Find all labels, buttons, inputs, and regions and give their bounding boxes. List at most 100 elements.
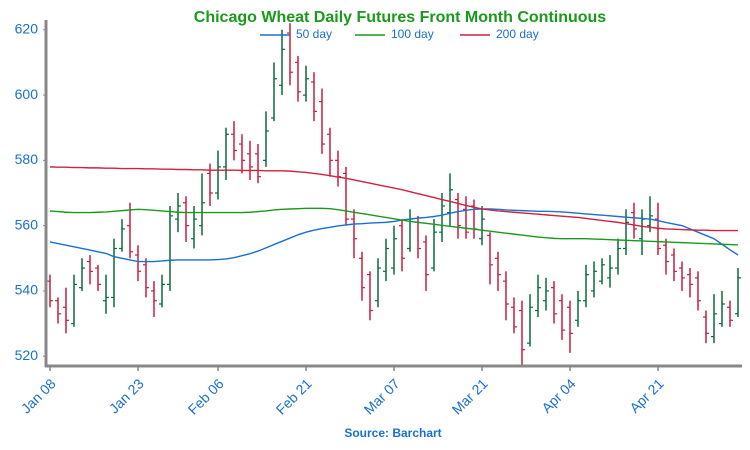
ohlc-bar	[87, 255, 93, 285]
ma-line	[49, 207, 739, 246]
y-tick-label: 520	[15, 347, 39, 363]
ohlc-bar	[223, 127, 229, 180]
ohlc-bar	[687, 268, 693, 298]
ohlc-bar	[575, 290, 581, 327]
ohlc-bar	[431, 219, 437, 272]
x-tick-label: Apr 04	[538, 375, 579, 416]
ohlc-bar	[79, 258, 85, 291]
legend-label: 200 day	[496, 27, 539, 41]
ohlc-bar	[271, 62, 277, 122]
ohlc-bar	[727, 300, 733, 327]
ma-line	[49, 208, 739, 263]
ohlc-bar	[111, 238, 117, 308]
y-tick-label: 600	[15, 86, 39, 102]
legend-item: 200 day	[460, 27, 539, 41]
ohlc-bar	[119, 219, 125, 252]
ohlc-bar	[639, 209, 645, 256]
ohlc-bar	[167, 206, 173, 291]
ohlc-bar	[319, 88, 325, 154]
ohlc-bar	[287, 23, 293, 86]
ohlc-bar	[615, 238, 621, 275]
legend-item: 50 day	[260, 27, 332, 41]
ohlc-bar	[487, 232, 493, 285]
ohlc-bar	[463, 196, 469, 239]
ohlc-bar	[495, 251, 501, 291]
ohlc-bar	[527, 294, 533, 347]
y-tick-label: 620	[15, 20, 39, 36]
x-tick-label: Feb 21	[273, 375, 315, 417]
y-tick-label: 540	[15, 282, 39, 298]
ohlc-bar	[159, 274, 165, 308]
x-tick-label: Jan 08	[18, 375, 59, 416]
ohlc-bar	[599, 258, 605, 285]
ohlc-bar	[607, 255, 613, 288]
ohlc-bar	[231, 121, 237, 161]
ohlc-bar	[63, 287, 69, 334]
ohlc-bar	[511, 297, 517, 334]
ohlc-bar	[623, 209, 629, 256]
ohlc-bar	[71, 274, 77, 327]
x-tick-label: Feb 06	[185, 375, 227, 417]
ohlc-bar	[567, 300, 573, 353]
source-note: Source: Barchart	[344, 426, 441, 440]
ohlc-bar	[143, 258, 149, 298]
legend-label: 50 day	[296, 27, 332, 41]
ohlc-bar	[215, 150, 221, 200]
ohlc-bar	[55, 297, 61, 324]
ohlc-bar	[679, 261, 685, 291]
ohlc-bar	[391, 225, 397, 275]
ohlc-bar	[247, 140, 253, 180]
ohlc-bar	[239, 134, 245, 174]
ohlc-bar	[263, 111, 269, 167]
ohlc-bar	[303, 65, 309, 102]
ohlc-bar	[647, 196, 653, 233]
ohlc-bar	[135, 245, 141, 282]
ma-line	[49, 166, 738, 232]
ohlc-bar	[127, 202, 133, 259]
x-tick-label: Mar 21	[449, 375, 491, 417]
ohlc-bar	[631, 202, 637, 239]
ohlc-bar	[663, 238, 669, 275]
ohlc-bar	[423, 235, 429, 291]
ohlc-bar	[359, 251, 365, 301]
ohlc-bar	[671, 248, 677, 282]
ohlc-bar	[343, 166, 349, 226]
ohlc-bar	[311, 72, 317, 122]
ohlc-bar	[543, 277, 549, 311]
ohlc-bar	[447, 173, 453, 226]
legend-item: 100 day	[355, 27, 434, 41]
ohlc-bar	[383, 238, 389, 282]
ohlc-bar	[199, 173, 205, 236]
ohlc-bar	[183, 196, 189, 242]
ohlc-bar	[695, 271, 701, 311]
ohlc-bar	[719, 290, 725, 327]
ohlc-bar	[471, 199, 477, 239]
chart-title: Chicago Wheat Daily Futures Front Month …	[194, 9, 607, 26]
ohlc-bar	[367, 271, 373, 321]
ohlc-bar	[583, 264, 589, 308]
ohlc-bar	[455, 193, 461, 239]
ohlc-bar	[47, 274, 53, 308]
ohlc-bar	[735, 268, 741, 318]
legend-label: 100 day	[391, 27, 434, 41]
ohlc-bar	[255, 144, 261, 184]
ohlc-bar	[295, 55, 301, 102]
ohlc-bar	[327, 127, 333, 177]
ohlc-bar	[279, 29, 285, 96]
ohlc-bar	[103, 274, 109, 314]
y-tick-label: 580	[15, 151, 39, 167]
x-tick-label: Apr 21	[626, 375, 667, 416]
ohlc-bar	[439, 193, 445, 242]
x-tick-label: Jan 23	[106, 375, 147, 416]
ohlc-bar	[519, 300, 525, 366]
ohlc-bar	[591, 261, 597, 298]
y-tick-label: 560	[15, 216, 39, 232]
ohlc-bar	[535, 274, 541, 318]
ohlc-bar	[95, 264, 101, 291]
ohlc-bar	[375, 258, 381, 308]
ohlc-bar	[503, 271, 509, 321]
ohlc-bar	[703, 310, 709, 344]
x-tick-label: Mar 07	[361, 375, 403, 417]
